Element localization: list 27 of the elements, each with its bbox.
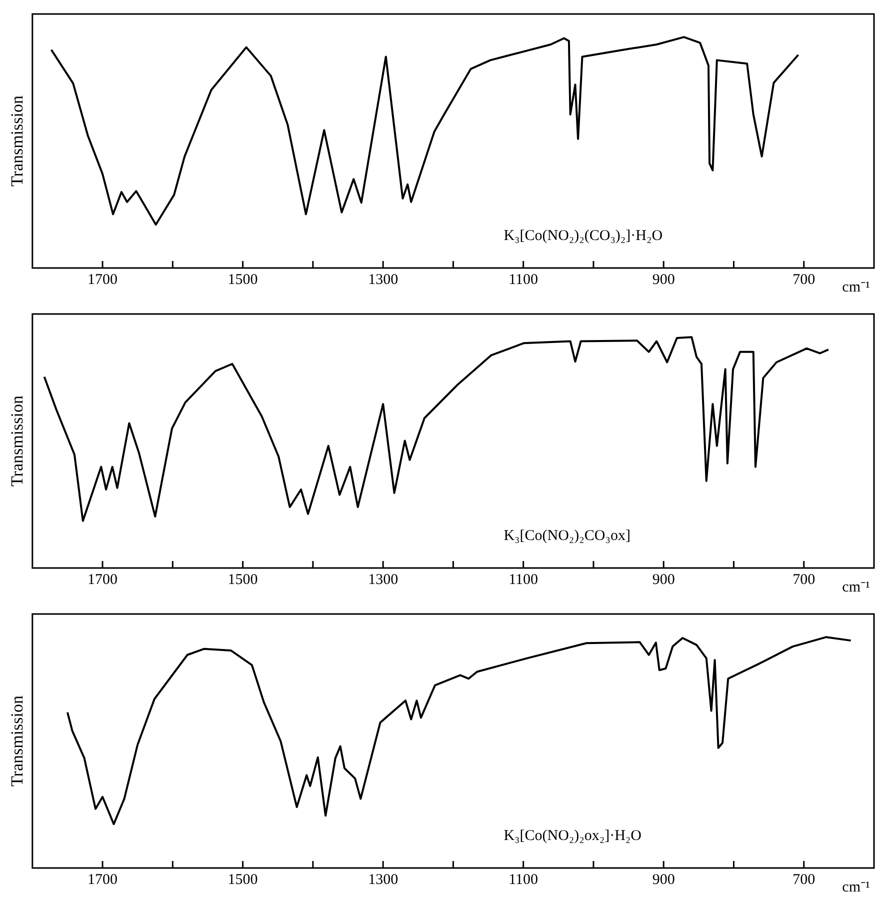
x-tick-label: 700 [792,572,816,588]
x-tick-label: 700 [792,872,816,888]
x-tick-label: 1700 [88,272,118,288]
x-tick-label: 1700 [88,572,118,588]
x-tick-label: 900 [652,272,675,288]
x-tick-label: 1300 [368,272,398,288]
annotation: K₃[Co(NO₂)₂ox₂]·H₂O [504,828,642,844]
y-axis-title: Transmission [8,395,27,487]
x-tick-label: 1100 [508,272,538,288]
x-tick-label: 900 [652,872,675,888]
x-tick-label: 1500 [228,872,258,888]
annotation: K₃[Co(NO₂)₂(CO₃)₂]·H₂O [504,228,663,244]
y-axis-title: Transmission [8,95,27,187]
x-tick-label: 900 [652,572,675,588]
x-tick-label: 1700 [88,872,118,888]
x-tick-label: 1500 [228,272,258,288]
x-axis-title: cm⁻¹ [842,579,870,596]
x-tick-label: 1300 [368,872,398,888]
annotation: K₃[Co(NO₂)₂CO₃ox] [504,528,630,544]
x-tick-label: 1100 [508,872,538,888]
y-axis-title: Transmission [8,695,27,787]
x-axis-title: cm⁻¹ [842,879,870,896]
x-tick-label: 1500 [228,572,258,588]
x-tick-label: 1100 [508,572,538,588]
x-tick-label: 1300 [368,572,398,588]
x-tick-label: 700 [792,272,816,288]
x-axis-title: cm⁻¹ [842,279,870,296]
